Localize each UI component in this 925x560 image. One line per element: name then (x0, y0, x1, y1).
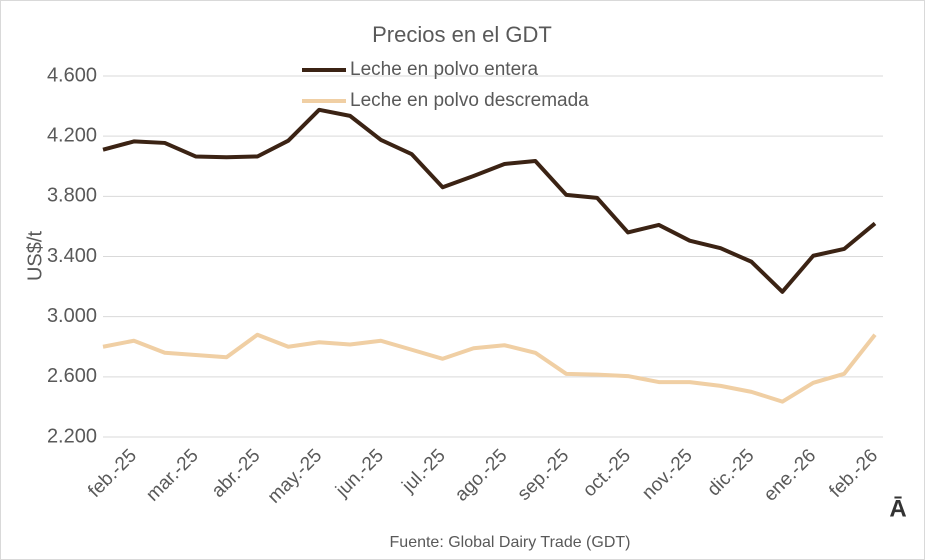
y-tick-label: 3.400 (47, 245, 97, 267)
corner-mark: Ā (889, 495, 906, 522)
y-tick-label: 4.600 (47, 64, 97, 86)
y-tick-label: 3.800 (47, 185, 97, 207)
y-tick-label: 2.600 (47, 365, 97, 387)
series-line (102, 332, 877, 404)
legend-label: Leche en polvo entera (350, 59, 538, 80)
y-tick-label: 2.200 (47, 425, 97, 447)
y-tick-label: 3.000 (47, 305, 97, 327)
chart-title: Precios en el GDT (372, 22, 552, 47)
series-line (102, 107, 877, 294)
legend-label: Leche en polvo descremada (350, 90, 589, 111)
y-axis-label: US$/t (24, 231, 46, 281)
source-note: Fuente: Global Dairy Trade (GDT) (390, 534, 631, 551)
y-tick-label: 4.200 (47, 124, 97, 146)
